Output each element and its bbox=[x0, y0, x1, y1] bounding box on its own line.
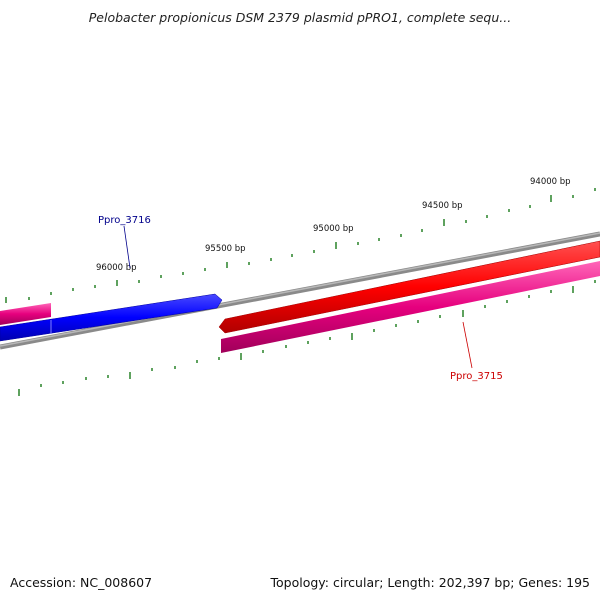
left-pink-track[interactable] bbox=[0, 303, 51, 325]
gene-label-ppro-3716[interactable]: Ppro_3716 bbox=[98, 215, 151, 226]
map-title: Pelobacter propionicus DSM 2379 plasmid … bbox=[88, 10, 512, 25]
scale-label-95500: 95500 bp bbox=[205, 244, 246, 254]
leader-line-ppro-3715 bbox=[462, 321, 473, 369]
outer-tick-row bbox=[5, 188, 596, 303]
leader-line-ppro-3716 bbox=[123, 225, 131, 269]
summary-text: Topology: circular; Length: 202,397 bp; … bbox=[270, 575, 591, 590]
scale-label-96000: 96000 bp bbox=[96, 263, 137, 273]
accession-text: Accession: NC_008607 bbox=[10, 575, 153, 590]
scale-label-95000: 95000 bp bbox=[313, 224, 354, 234]
gene-ppro-3715[interactable] bbox=[218, 240, 600, 334]
scale-label-94000: 94000 bp bbox=[530, 177, 571, 187]
gene-ppro-3716[interactable] bbox=[0, 293, 223, 342]
gene-label-ppro-3715[interactable]: Ppro_3715 bbox=[450, 371, 503, 382]
scale-label-94500: 94500 bp bbox=[422, 201, 463, 211]
inner-tick-row bbox=[18, 280, 596, 396]
right-pink-track[interactable] bbox=[221, 261, 600, 353]
